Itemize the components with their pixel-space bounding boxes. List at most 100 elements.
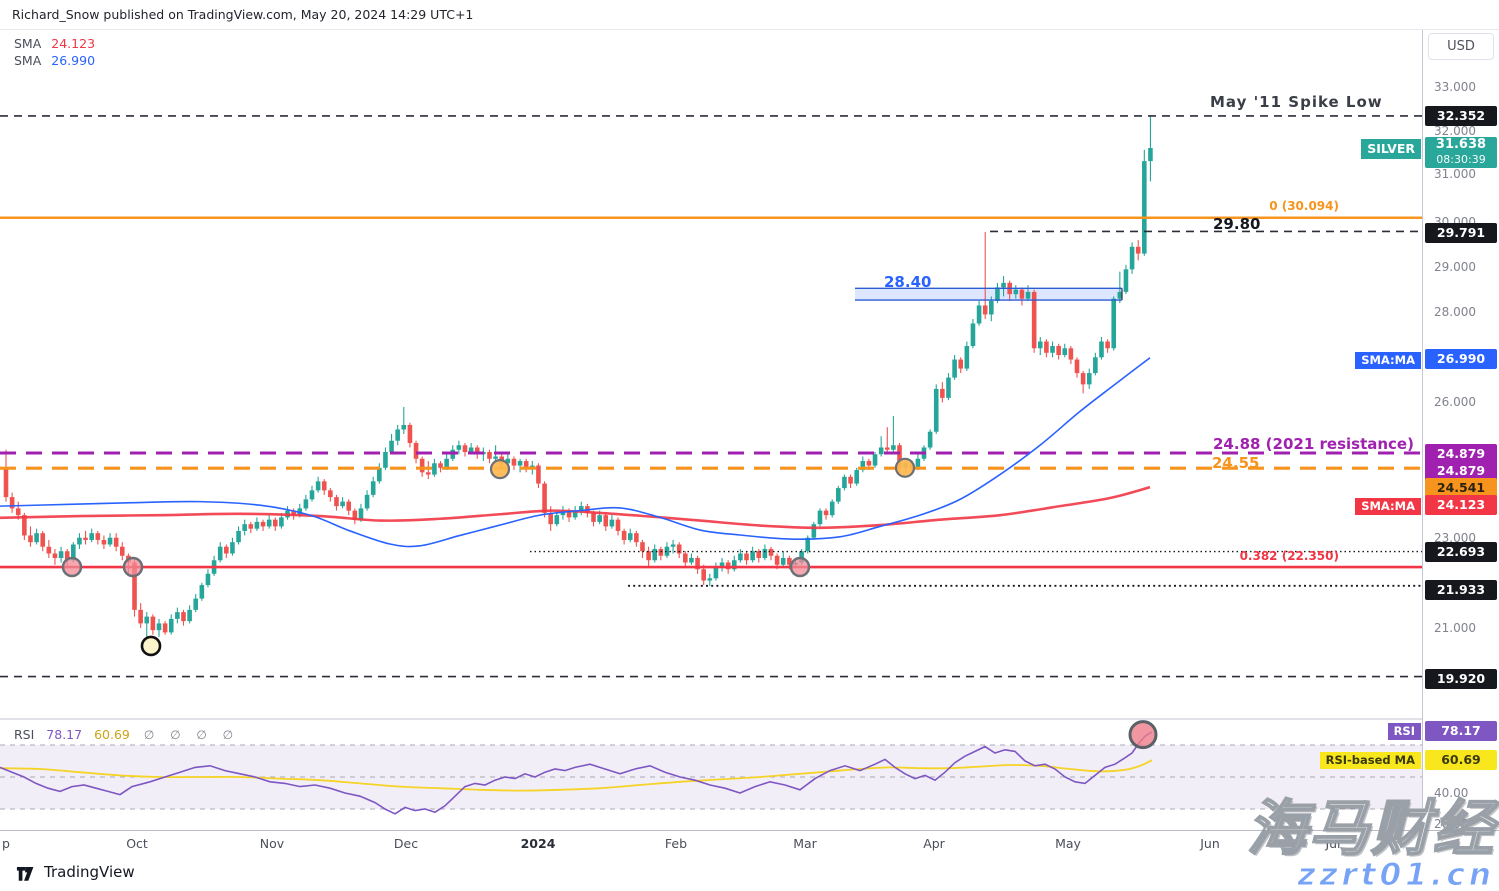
- candle-body: [309, 490, 315, 500]
- candle-body: [1142, 161, 1147, 254]
- candle-body: [572, 510, 578, 518]
- candle-body: [193, 598, 199, 610]
- legend-sma-fast[interactable]: SMA 26.990: [14, 53, 96, 68]
- axis-badge-19.920: 19.920: [1425, 669, 1497, 689]
- candle-body: [377, 467, 382, 482]
- axis-tick-33.000: 33.000: [1434, 80, 1476, 94]
- candle-body: [756, 551, 762, 558]
- event-marker-circle[interactable]: [894, 457, 916, 478]
- time-label-Nov: Nov: [259, 836, 285, 851]
- candle-body: [554, 515, 560, 525]
- candle-body: [77, 537, 82, 545]
- legend-sma-slow[interactable]: SMA 24.123: [14, 36, 96, 51]
- candle-body: [523, 461, 529, 468]
- axis-tick-31.000: 31.000: [1434, 167, 1476, 181]
- candle-body: [946, 377, 951, 398]
- candle-body: [836, 488, 841, 502]
- candle-body: [1019, 289, 1025, 299]
- time-label-Dec: Dec: [393, 836, 419, 851]
- candle-body: [425, 472, 431, 475]
- candle-body: [462, 445, 468, 453]
- candle-body: [364, 494, 370, 509]
- axis-badge-32.352: 32.352: [1425, 106, 1497, 126]
- candle-body: [1037, 341, 1043, 349]
- candle-body: [150, 616, 156, 631]
- candle-body: [217, 546, 223, 561]
- candle-body: [1099, 341, 1104, 358]
- candle-body: [891, 445, 896, 450]
- event-marker-circle[interactable]: [489, 459, 511, 480]
- rsi-ma-line: [0, 759, 1153, 792]
- axis-tick-32.000: 32.000: [1434, 124, 1476, 138]
- supply-zone-fill[interactable]: [855, 288, 1122, 301]
- candle-body: [1062, 348, 1068, 356]
- candle-body: [762, 548, 768, 558]
- candle-body: [1074, 359, 1080, 374]
- candle-body: [780, 557, 786, 565]
- time-label-p: p: [2, 836, 10, 851]
- candle-body: [113, 537, 119, 547]
- annotation-level-2840[interactable]: 28.40: [884, 273, 932, 291]
- time-axis[interactable]: p Oct Nov Dec 2024 Feb Mar Apr May Jun Jul: [0, 830, 1499, 855]
- tradingview-attribution-link[interactable]: TradingView: [16, 863, 135, 881]
- fib-level-0-label[interactable]: 0 (30.094): [1269, 199, 1339, 213]
- candle-body: [468, 447, 474, 453]
- event-marker-circle[interactable]: [122, 556, 144, 578]
- candle-body: [536, 465, 541, 484]
- candle-body: [1056, 346, 1061, 356]
- candle-body: [829, 501, 835, 516]
- candle-body: [731, 560, 737, 570]
- candle-body: [224, 546, 229, 554]
- candle-body: [230, 542, 235, 554]
- candle-body: [695, 557, 700, 570]
- candle-body: [1093, 357, 1098, 374]
- axis-tick-29.000: 29.000: [1434, 260, 1476, 274]
- time-label-Jun: Jun: [1200, 836, 1220, 851]
- candle-body: [346, 501, 352, 511]
- candle-body: [444, 458, 449, 468]
- axis-badge-24.879: 24.879: [1425, 461, 1497, 481]
- event-marker-circle[interactable]: [789, 556, 811, 578]
- candle-body: [952, 359, 957, 378]
- event-marker-circle[interactable]: [140, 635, 162, 657]
- axis-badge-29.791: 29.791: [1425, 223, 1497, 243]
- candle-body: [401, 424, 407, 430]
- candle-body: [138, 609, 143, 624]
- candle-body: [989, 300, 994, 315]
- annotation-level-2455[interactable]: 24.55: [1212, 454, 1260, 472]
- candle-body: [340, 501, 345, 507]
- candle-body: [493, 456, 498, 459]
- candle-body: [750, 551, 755, 561]
- candle-body: [505, 458, 511, 464]
- chart-canvas[interactable]: SMA 24.123 SMA 26.990 RSI 78.17 60.69 ∅ ∅ …: [0, 30, 1422, 830]
- candle-body: [848, 476, 853, 484]
- candle-body: [1001, 282, 1006, 288]
- event-marker-circle[interactable]: [61, 556, 83, 578]
- candle-body: [738, 553, 743, 561]
- candle-body: [321, 481, 327, 491]
- axis-badge-24.541: 24.541: [1425, 478, 1497, 498]
- time-label-Apr: Apr: [923, 836, 945, 851]
- rsi-ma-legend-value: 60.69: [94, 727, 130, 742]
- annotation-may11-spike-low[interactable]: May '11 Spike Low: [1210, 93, 1383, 111]
- candle-body: [566, 510, 572, 518]
- rsi-zero-icons: ∅ ∅ ∅ ∅: [143, 728, 240, 742]
- currency-button[interactable]: USD: [1428, 33, 1494, 60]
- rsi-line: [0, 731, 1153, 815]
- axis-badge-24.123: 24.123: [1425, 495, 1497, 515]
- sma-100-line: [0, 485, 1151, 530]
- candle-body: [615, 519, 621, 531]
- fib-level-382-label[interactable]: 0.382 (22.350): [1239, 549, 1339, 563]
- annotation-resistance-2488[interactable]: 24.88 (2021 resistance): [1213, 435, 1414, 453]
- candle-body: [958, 359, 964, 369]
- candle-body: [438, 463, 443, 468]
- candle-body: [970, 323, 976, 347]
- candle-body: [205, 573, 211, 586]
- candle-body: [1025, 291, 1031, 299]
- rsi-marker-circle[interactable]: [1128, 720, 1158, 750]
- price-axis[interactable]: USD 31.638 08:30:39 33.000 32.000 31.000 30…: [1422, 30, 1499, 855]
- tradingview-brand-text: TradingView: [44, 863, 135, 881]
- candle-body: [199, 585, 205, 599]
- annotation-level-2980[interactable]: 29.80: [1213, 215, 1261, 233]
- legend-rsi[interactable]: RSI 78.17 60.69 ∅ ∅ ∅ ∅: [14, 727, 239, 742]
